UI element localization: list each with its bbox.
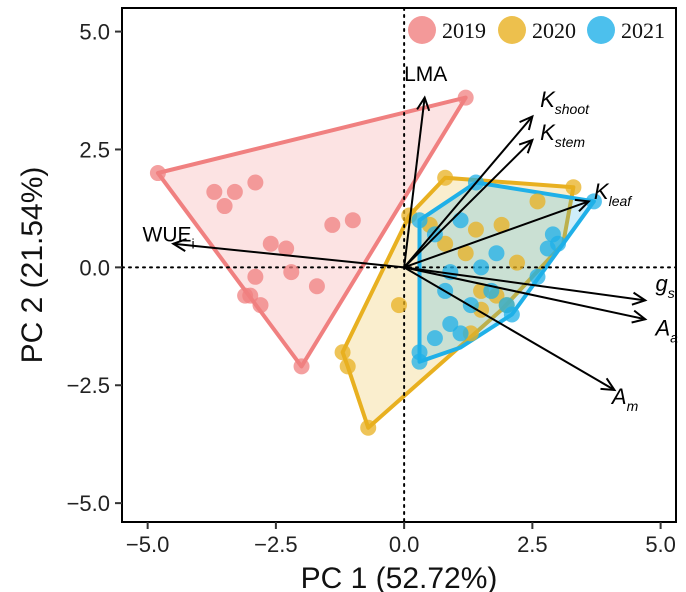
point-2020 xyxy=(437,235,454,252)
loading-arrow-kstem xyxy=(403,139,534,269)
point-2021 xyxy=(411,353,428,370)
loading-arrow-wue xyxy=(173,242,405,269)
loading-label-gs: gs xyxy=(655,271,674,301)
point-2020 xyxy=(467,221,484,238)
loading-label-kshoot: Kshoot xyxy=(540,87,590,117)
point-2020 xyxy=(437,169,454,186)
y-axis-title: PC 2 (21.54%) xyxy=(16,167,49,364)
legend-swatch-2019 xyxy=(408,16,436,44)
loading-arrowhead-kshoot xyxy=(519,114,534,131)
loading-arrowhead-kleaf xyxy=(574,198,591,213)
point-2020 xyxy=(334,344,351,361)
x-tick-label: −5.0 xyxy=(126,532,169,557)
y-tick-label: 5.0 xyxy=(79,20,110,45)
legend-label-2021: 2021 xyxy=(621,18,665,43)
legend-swatch-2020 xyxy=(498,16,526,44)
point-2020 xyxy=(493,216,510,233)
x-tick-label: 2.5 xyxy=(517,532,548,557)
axes: −5.0 −2.5 0.0 2.5 5.0 −5.0 −2.5 0.0 2.5 5.0 xyxy=(67,7,677,557)
loading-label-kleaf: Kleaf xyxy=(594,179,633,209)
y-tick-label: −5.0 xyxy=(67,491,110,516)
y-tick-label: 2.5 xyxy=(79,137,110,162)
point-2019 xyxy=(242,287,259,304)
loading-label-wue: WUEi xyxy=(143,223,195,251)
point-2020 xyxy=(360,419,377,436)
point-2019 xyxy=(226,183,243,200)
point-2019 xyxy=(247,174,264,191)
loading-arrow-am xyxy=(403,266,615,391)
point-2021 xyxy=(411,212,428,229)
x-tick-label: 5.0 xyxy=(645,532,676,557)
point-2020 xyxy=(457,245,474,262)
point-2019 xyxy=(457,89,474,106)
point-2019 xyxy=(262,235,279,252)
legend-label-2019: 2019 xyxy=(442,18,486,43)
y-tick-label: 0.0 xyxy=(79,255,110,280)
point-2019 xyxy=(283,264,300,281)
x-axis-title: PC 1 (52.72%) xyxy=(301,562,498,592)
point-2021 xyxy=(426,226,443,243)
loading-arrowhead-kstem xyxy=(518,138,535,154)
x-tick-label: 0.0 xyxy=(389,532,420,557)
point-2021 xyxy=(473,259,490,276)
point-2021 xyxy=(585,193,602,210)
point-2020 xyxy=(565,179,582,196)
loading-label-am: Am xyxy=(610,384,639,414)
loading-arrowhead-am xyxy=(600,377,617,392)
loading-arrow-aa xyxy=(403,266,646,321)
point-2019 xyxy=(324,216,341,233)
loading-arrowhead-lma xyxy=(416,95,431,112)
point-2021 xyxy=(488,245,505,262)
point-2021 xyxy=(426,330,443,347)
point-2019 xyxy=(206,183,223,200)
point-2019 xyxy=(344,212,361,229)
point-2019 xyxy=(293,358,310,375)
point-2021 xyxy=(529,268,546,285)
loading-label-kstem: Kstem xyxy=(540,120,585,150)
point-2021 xyxy=(442,315,459,332)
point-2021 xyxy=(452,325,469,342)
loading-arrowhead-aa xyxy=(631,309,648,324)
legend-swatch-2021 xyxy=(587,16,615,44)
loading-arrow-kleaf xyxy=(403,200,590,269)
point-2021 xyxy=(539,240,556,257)
point-2019 xyxy=(252,297,269,314)
point-2020 xyxy=(529,193,546,210)
loading-arrow-kshoot xyxy=(403,115,534,269)
loading-label-aa: Aa xyxy=(653,316,678,346)
loading-arrowhead-wue xyxy=(171,238,187,252)
point-2020 xyxy=(339,358,356,375)
point-2019 xyxy=(247,268,264,285)
legend: 2019 2020 2021 xyxy=(408,16,665,44)
point-2020 xyxy=(508,254,525,271)
point-2019 xyxy=(149,165,166,182)
point-2021 xyxy=(452,212,469,229)
y-tick-label: −2.5 xyxy=(67,373,110,398)
loading-arrow-lma xyxy=(403,97,426,268)
point-2019 xyxy=(216,198,233,215)
hull-2019 xyxy=(155,95,468,369)
x-tick-label: −2.5 xyxy=(254,532,297,557)
plot-border xyxy=(121,7,677,523)
point-2020 xyxy=(391,297,407,314)
loading-arrow-gs xyxy=(403,266,646,302)
loading-label-lma: LMA xyxy=(404,63,447,86)
point-2019 xyxy=(278,240,295,257)
point-2019 xyxy=(308,278,325,295)
legend-label-2020: 2020 xyxy=(532,18,576,43)
point-2021 xyxy=(503,306,520,323)
loading-arrowhead-gs xyxy=(631,291,648,306)
